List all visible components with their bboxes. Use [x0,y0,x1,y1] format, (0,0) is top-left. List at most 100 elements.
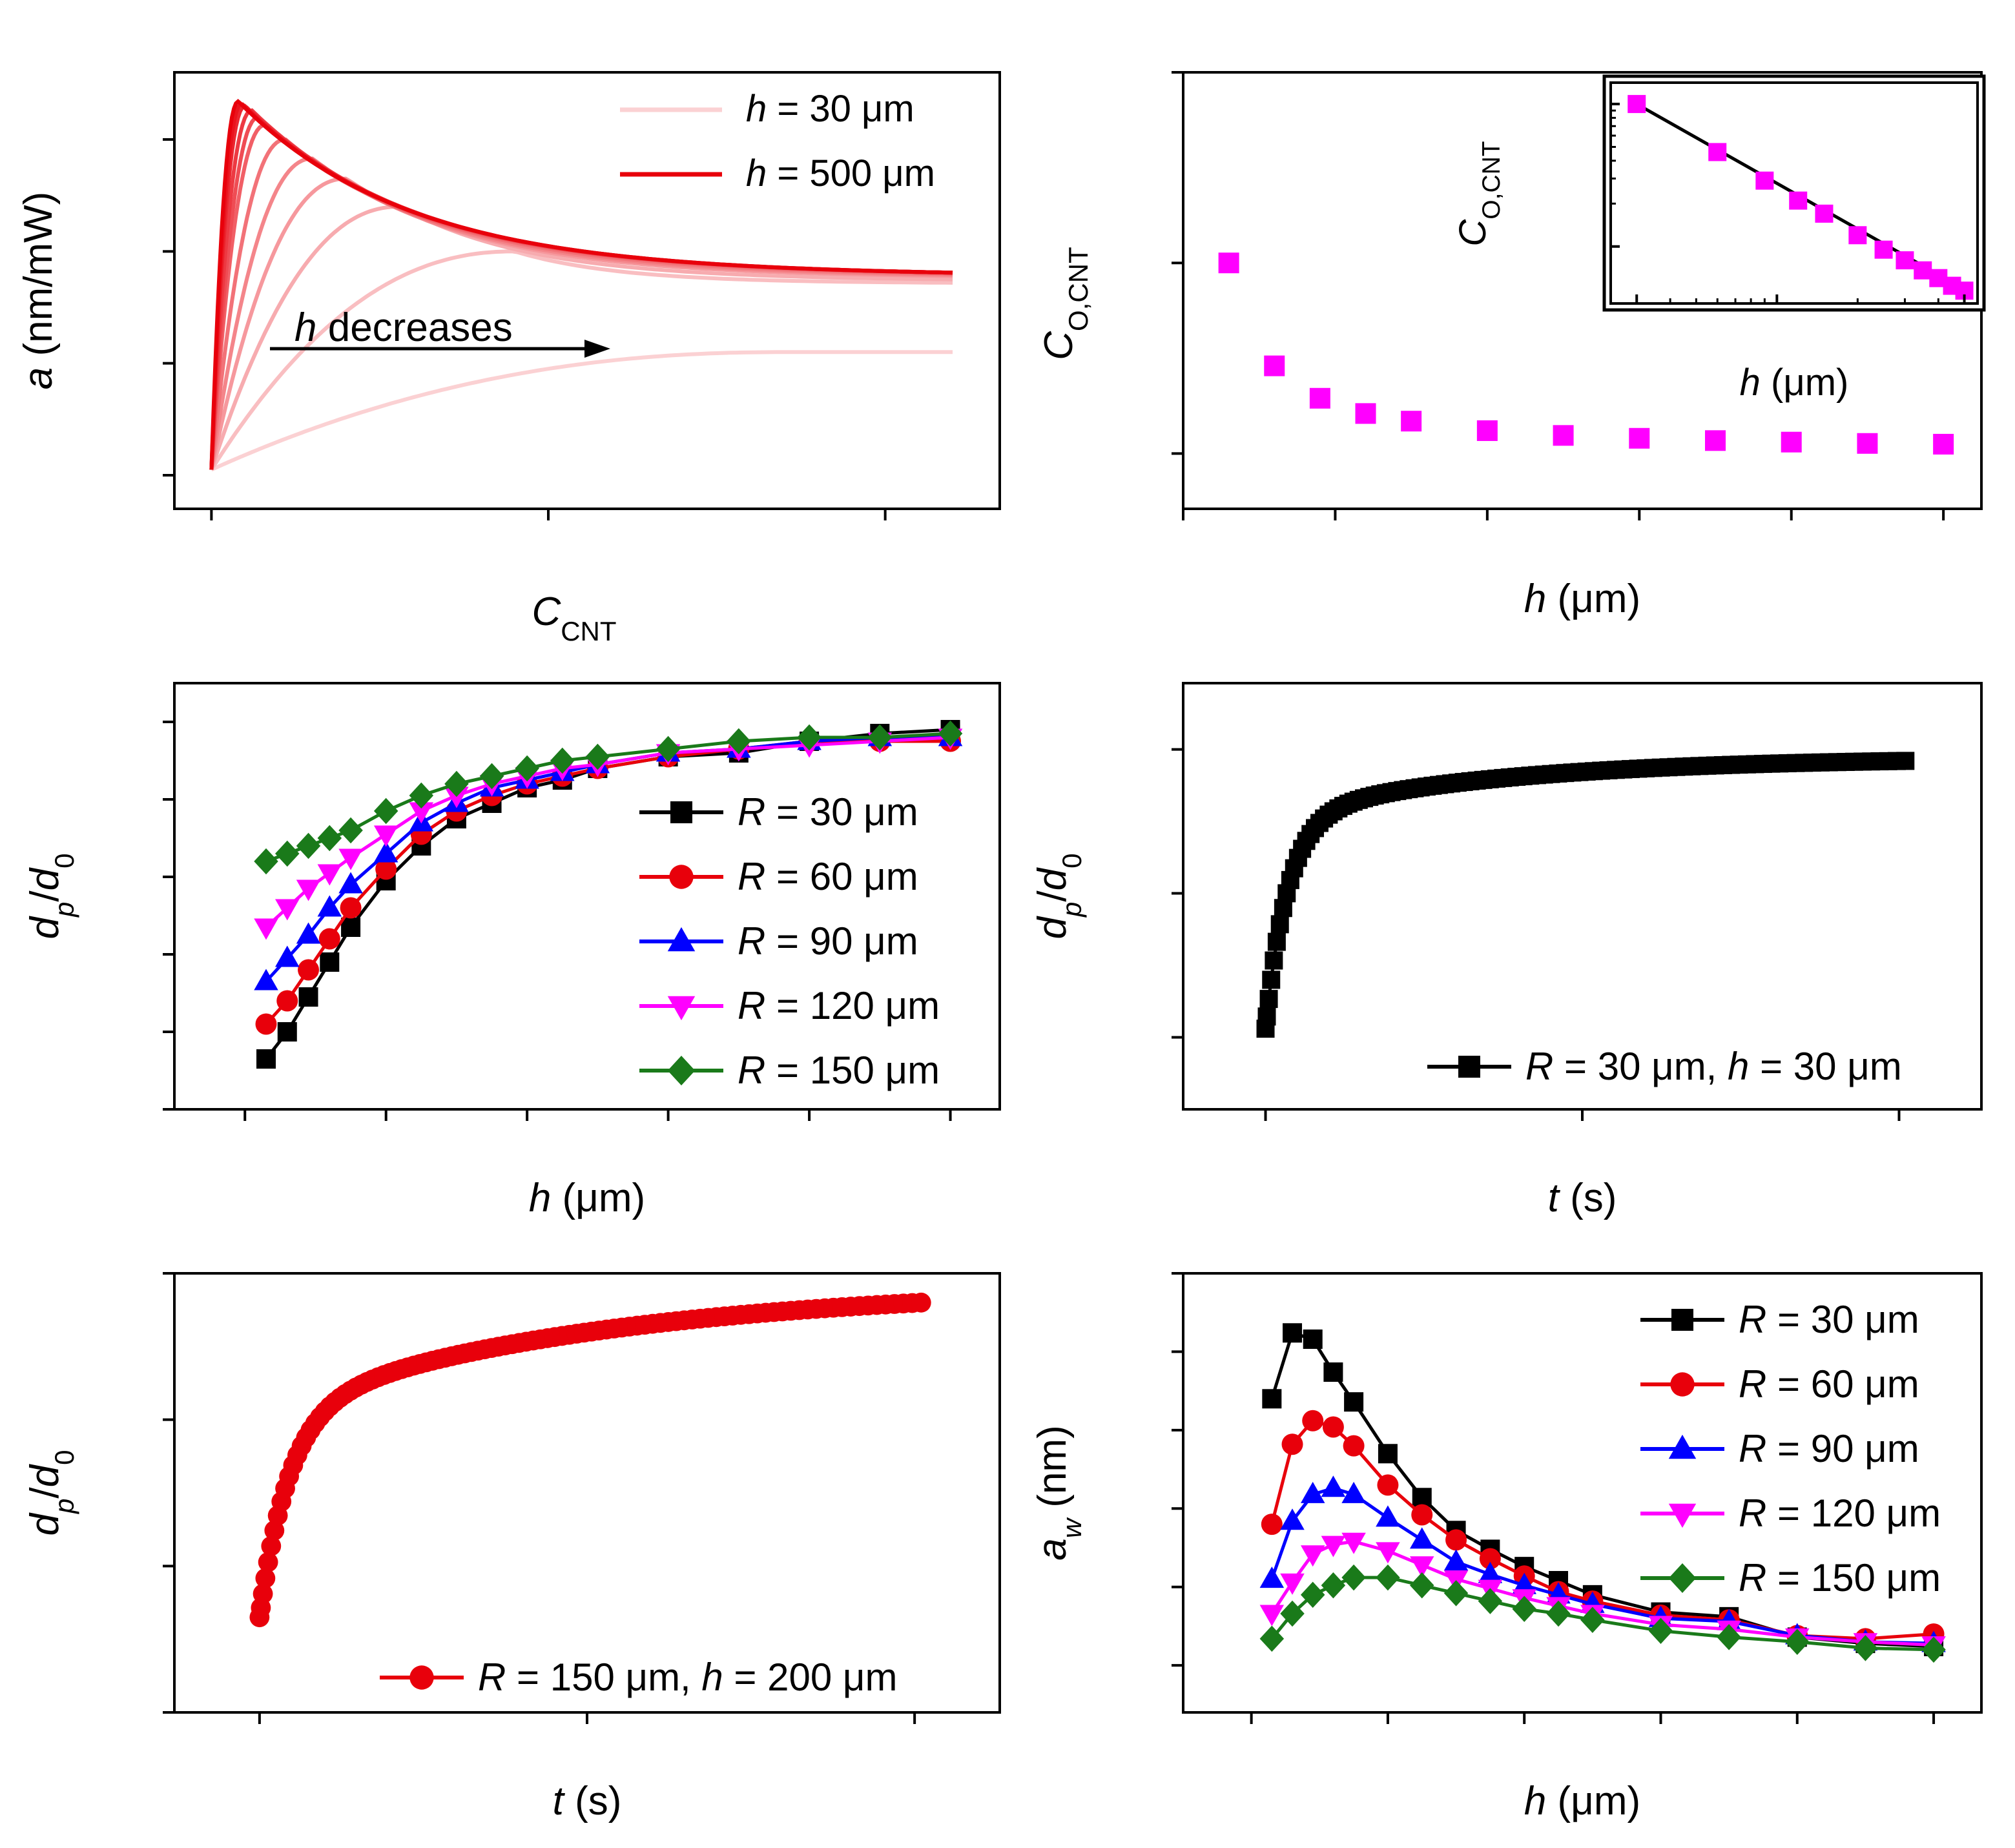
x-axis-label-part-1: (μm) [1546,577,1640,621]
inset-data-point [1708,143,1727,161]
legend-label-2: R = 90 μm [738,919,918,963]
y-axis-label-part-1: (nm/mW) [16,192,61,367]
data-point [1409,1572,1434,1599]
data-point [1300,1481,1325,1503]
data-point [261,1536,282,1556]
legend-marker [409,1665,434,1690]
legend-marker-0 [670,801,692,823]
panel-c: h (μm)dp/d0R = 30 μmR = 60 μmR = 90 μmR … [23,682,1001,1220]
data-point [1303,1330,1323,1349]
legend-label-4-part-1: = 150 μm [1766,1556,1941,1599]
data-point [1479,1548,1501,1570]
x-axis-label-part-0: t [1548,1176,1561,1220]
inset-data-point [1789,191,1808,210]
y-axis-label-part-0: a [16,367,61,389]
legend-label-3-part-0: R [1739,1492,1766,1535]
data-point [515,755,539,782]
y-axis-label: dp/d0 [23,854,79,939]
data-point [1323,1362,1343,1382]
legend-marker-1 [669,865,694,889]
data-point [479,763,504,790]
legend-label-0-part-0: R [738,790,765,834]
data-point [797,724,822,751]
legend-label-0-part-0: R [1739,1298,1766,1341]
data-point [1443,1549,1469,1571]
inset-x-axis-label: h (μm) [1740,362,1849,404]
legend-label-3-part-0: R [738,984,765,1027]
plot-frame [173,682,1001,1111]
data-point [1259,1605,1285,1627]
data-point [1302,1410,1324,1432]
data-point [1921,1636,1946,1663]
data-point [1322,1416,1344,1438]
inset-x-axis-label-part-0: h [1740,362,1761,404]
inset-x-axis-label-part-1: (μm) [1761,362,1848,404]
legend-marker-3 [1668,1503,1697,1528]
data-point [1262,1389,1282,1409]
annotation-text: h decreases [294,305,513,350]
data-point [1376,1564,1400,1591]
data-point [1259,1566,1285,1588]
x-axis-label-part-0: C [532,590,561,634]
y-axis-label: dp/d0 [1030,854,1087,939]
legend-label-4: R = 150 μm [1739,1556,1941,1599]
data-point [1300,1545,1325,1567]
legend-label-part-2: h [1728,1045,1749,1088]
data-point [276,990,298,1012]
legend-label-3-part-1: = 120 μm [1766,1492,1941,1535]
data-point [341,918,361,937]
data-point [1648,1617,1673,1644]
data-point [275,899,300,921]
y-axis-label-part-0: d [23,1512,67,1535]
data-point [1896,752,1915,770]
legend-label-0-part-1: = 30 μm [765,790,918,834]
legend-label-h30-part-1: = 30 μm [767,88,914,130]
y-axis-label-part-1: p [49,1499,79,1515]
data-point [1265,951,1283,970]
data-point [256,1049,276,1069]
data-point [375,858,397,880]
series-line-h60 [209,249,953,471]
data-point [1218,252,1239,274]
data-point [1341,1564,1366,1591]
data-point [1309,387,1330,409]
y-axis-label: CO,CNT [1037,247,1093,360]
data-point [1409,1556,1434,1578]
data-point [1857,433,1878,454]
legend-label-0-part-1: = 30 μm [1766,1298,1919,1341]
data-point [253,1583,273,1604]
annotation-arrowhead [584,340,610,358]
x-axis-label: h (μm) [1524,577,1640,621]
data-point [1281,1433,1303,1455]
data-point [1443,1580,1469,1607]
y-axis-label: dp/d0 [23,1450,79,1536]
legend-label-4-part-0: R [1739,1556,1766,1599]
legend-marker-4 [1668,1563,1697,1593]
data-point [1512,1572,1536,1594]
data-point [255,1013,277,1035]
data-point [1580,1607,1605,1633]
data-point [1376,1505,1400,1527]
inset-data-point [1848,226,1867,245]
legend-label-4-part-1: = 150 μm [765,1049,940,1092]
y-axis-label-part-1: w [1057,1517,1087,1538]
legend-label: R = 150 μm, h = 200 μm [478,1656,897,1699]
data-point [318,928,340,950]
data-point [1376,1542,1400,1564]
y-axis-label-part-3: d [23,1463,67,1487]
legend-label-h500-part-0: h [746,152,767,194]
data-point [867,724,893,751]
data-point [444,786,469,808]
x-axis-label-part-1: CNT [561,616,616,646]
data-point [373,797,398,825]
y-axis-label-part-3: d [1030,867,1075,890]
data-point [911,1292,931,1313]
data-point [1341,1532,1366,1554]
legend-label-3: R = 120 μm [1739,1492,1941,1535]
y-axis-label-part-2: (nm) [1030,1425,1075,1519]
data-point [1377,1474,1399,1496]
legend-marker [1458,1056,1480,1078]
data-point [1321,1535,1346,1557]
legend-label-2-part-1: = 90 μm [1766,1427,1919,1470]
